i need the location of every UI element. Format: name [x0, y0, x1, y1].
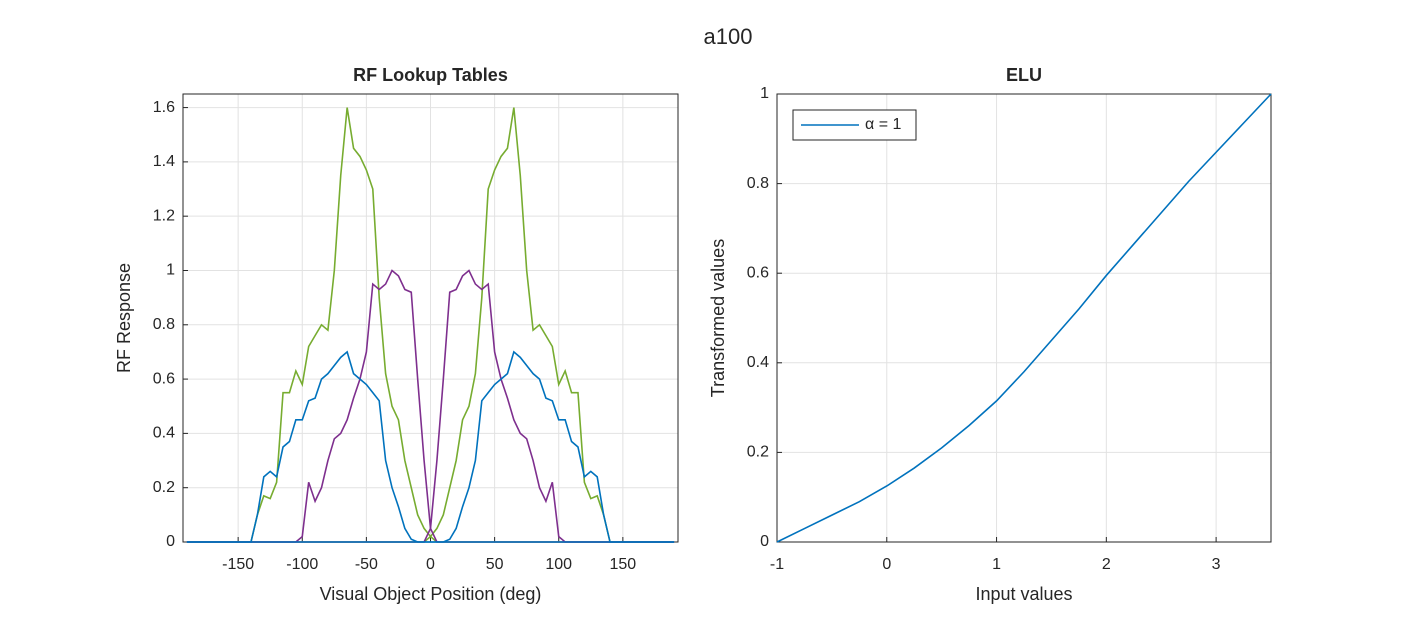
- chart-title: RF Lookup Tables: [353, 65, 508, 85]
- data-line: [186, 350, 675, 543]
- y-tick-label: 0.4: [153, 425, 175, 442]
- y-tick-label: 0.2: [153, 479, 175, 496]
- x-axis-label: Visual Object Position (deg): [320, 584, 542, 604]
- chart-title: ELU: [1006, 65, 1042, 85]
- data-line: [776, 93, 1272, 543]
- x-tick-label: 50: [486, 556, 504, 573]
- axes: -150 -100 -50 0 50 100 150 0 0.2 0.4 0.6 0.8 1 1.2 1.4…: [114, 65, 679, 604]
- x-tick-label: -100: [286, 556, 318, 573]
- y-tick-label: 0.8: [153, 316, 175, 333]
- x-tick-label: 2: [1102, 556, 1111, 573]
- x-tick-label: 100: [545, 556, 572, 573]
- y-tick-label: 0.4: [747, 354, 769, 371]
- y-tick-label: 0.6: [747, 264, 769, 281]
- x-tick-label: 1: [992, 556, 1001, 573]
- y-tick-label: 1.6: [153, 99, 175, 116]
- legend: α = 1: [792, 109, 917, 141]
- y-tick-label: 0.8: [747, 175, 769, 192]
- legend-label: α = 1: [865, 116, 901, 133]
- y-axis-label: RF Response: [114, 263, 134, 373]
- x-tick-label: 0: [426, 556, 435, 573]
- figure-title: a100: [704, 24, 753, 49]
- y-tick-label: 1: [760, 85, 769, 102]
- y-tick-label: 0: [760, 533, 769, 550]
- x-axis-label: Input values: [975, 584, 1072, 604]
- x-tick-label: 0: [882, 556, 891, 573]
- y-tick-label: 0: [166, 533, 175, 550]
- x-tick-label: -50: [355, 556, 378, 573]
- y-tick-label: 0.6: [153, 370, 175, 387]
- x-tick-label: -150: [222, 556, 254, 573]
- y-axis-label: Transformed values: [708, 239, 728, 397]
- y-tick-label: 0.2: [747, 444, 769, 461]
- y-tick-label: 1.4: [153, 153, 175, 170]
- y-tick-label: 1: [166, 262, 175, 279]
- axes-frame: [776, 93, 1272, 543]
- plot-area: [777, 94, 1271, 542]
- y-tick-label: 1.2: [153, 207, 175, 224]
- x-tick-label: -1: [770, 556, 784, 573]
- x-tick-label: 3: [1212, 556, 1221, 573]
- x-tick-label: 150: [610, 556, 637, 573]
